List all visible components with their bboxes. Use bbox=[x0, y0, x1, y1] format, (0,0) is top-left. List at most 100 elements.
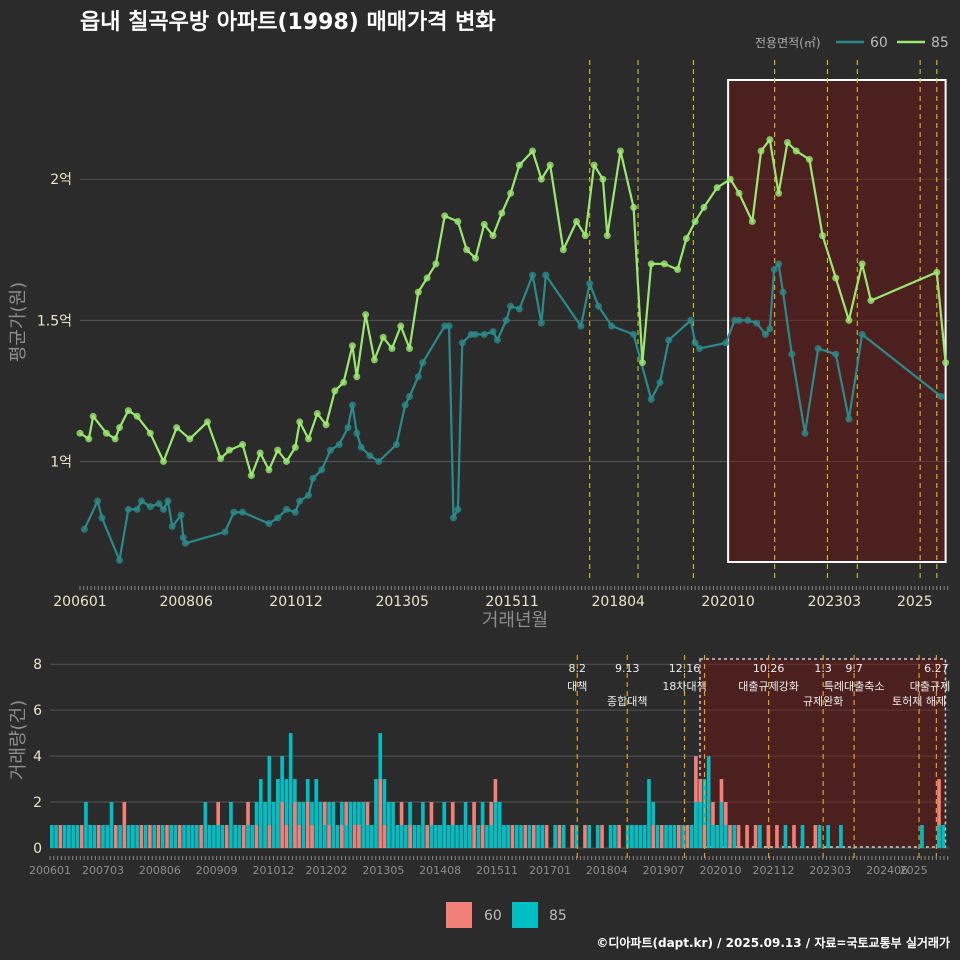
volume-bar bbox=[331, 802, 336, 848]
volume-bar bbox=[446, 825, 451, 848]
data-point-85 bbox=[225, 446, 233, 454]
data-point-60 bbox=[348, 401, 356, 409]
data-point-60 bbox=[181, 539, 189, 547]
volume-bar bbox=[544, 825, 549, 848]
volume-bar bbox=[357, 825, 361, 848]
bottom-x-tick-label: 202303 bbox=[809, 864, 851, 877]
volume-bar bbox=[677, 825, 681, 848]
data-point-85 bbox=[217, 455, 225, 463]
data-point-60 bbox=[735, 316, 743, 324]
data-point-60 bbox=[529, 271, 537, 279]
data-point-85 bbox=[111, 435, 119, 443]
volume-bar bbox=[792, 825, 796, 848]
volume-bar bbox=[293, 802, 297, 848]
volume-bar bbox=[497, 802, 502, 848]
top-x-tick-label: 200601 bbox=[53, 594, 106, 610]
data-point-85 bbox=[454, 218, 462, 226]
event-label: 규제완화 bbox=[803, 695, 843, 708]
volume-bar bbox=[817, 825, 822, 848]
data-point-85 bbox=[313, 409, 321, 417]
data-point-85 bbox=[441, 212, 449, 220]
data-point-85 bbox=[845, 316, 853, 324]
volume-bar bbox=[267, 756, 272, 848]
volume-bar bbox=[583, 825, 587, 848]
bottom-x-tick-label: 201305 bbox=[362, 864, 404, 877]
top-legend-title: 전용면적(㎡) bbox=[755, 36, 821, 50]
event-label: 대출규제 bbox=[910, 680, 950, 693]
volume-bar bbox=[800, 825, 805, 848]
volume-bar bbox=[455, 825, 459, 848]
volume-bar bbox=[719, 802, 724, 848]
volume-bar bbox=[113, 825, 118, 848]
volume-bar bbox=[156, 825, 161, 848]
volume-bar bbox=[839, 825, 843, 848]
volume-bar bbox=[937, 779, 941, 848]
volume-bar bbox=[276, 779, 280, 848]
data-point-85 bbox=[340, 378, 348, 386]
volume-bar bbox=[195, 825, 199, 848]
data-point-85 bbox=[713, 184, 721, 192]
volume-bar bbox=[50, 825, 54, 848]
volume-bar bbox=[659, 825, 664, 848]
data-point-85 bbox=[775, 189, 783, 197]
volume-bar bbox=[587, 825, 592, 848]
volume-bar bbox=[736, 825, 741, 848]
footer-source: ©디아파트(dapt.kr) / 2025.09.13 / 자료=국토교통부 실… bbox=[596, 935, 950, 950]
event-label: 18차대책 bbox=[662, 680, 706, 693]
top-x-tick-label: 201305 bbox=[375, 594, 428, 610]
volume-bar bbox=[148, 825, 152, 848]
top-x-tick-label: 202010 bbox=[701, 594, 754, 610]
volume-bar bbox=[655, 825, 660, 848]
volume-bar bbox=[651, 825, 656, 848]
data-point-85 bbox=[102, 429, 110, 437]
volume-bar bbox=[263, 802, 267, 848]
volume-bar bbox=[706, 756, 711, 848]
event-label: 특례대출축소 bbox=[824, 680, 885, 693]
volume-bar bbox=[630, 825, 634, 848]
data-point-60 bbox=[608, 322, 616, 330]
data-point-85 bbox=[832, 274, 840, 282]
data-point-85 bbox=[546, 161, 554, 169]
data-point-60 bbox=[274, 514, 282, 522]
data-point-60 bbox=[344, 424, 352, 432]
volume-bar bbox=[685, 825, 690, 848]
data-point-85 bbox=[660, 260, 668, 268]
data-point-60 bbox=[406, 393, 414, 401]
data-point-85 bbox=[291, 443, 299, 451]
volume-bar bbox=[937, 825, 941, 848]
data-point-60 bbox=[138, 497, 146, 505]
volume-bar bbox=[122, 802, 127, 848]
volume-bar bbox=[681, 825, 685, 848]
volume-bar bbox=[745, 825, 749, 848]
volume-bar bbox=[408, 825, 412, 848]
data-point-60 bbox=[937, 393, 945, 401]
highlight-region bbox=[727, 79, 947, 563]
volume-bar bbox=[301, 802, 306, 848]
data-point-60 bbox=[146, 503, 154, 511]
data-point-60 bbox=[318, 466, 326, 474]
data-point-85 bbox=[76, 429, 84, 437]
volume-bar bbox=[480, 825, 485, 848]
data-point-85 bbox=[296, 418, 304, 426]
volume-bar bbox=[71, 825, 75, 848]
top-x-axis-label: 거래년월 bbox=[482, 610, 548, 631]
volume-bar bbox=[553, 825, 557, 848]
bottom-y-tick-label: 0 bbox=[33, 841, 42, 857]
volume-bar bbox=[271, 802, 276, 848]
volume-bar bbox=[203, 802, 208, 848]
data-point-60 bbox=[775, 260, 783, 268]
data-point-60 bbox=[309, 474, 317, 482]
volume-bar bbox=[88, 825, 93, 848]
top-x-tick-label: 202303 bbox=[808, 594, 861, 610]
data-point-60 bbox=[445, 322, 453, 330]
data-point-85 bbox=[590, 161, 598, 169]
volume-bar bbox=[186, 825, 191, 848]
bottom-x-tick-label: 201804 bbox=[586, 864, 628, 877]
volume-bar bbox=[75, 825, 80, 848]
volume-bar bbox=[404, 825, 408, 848]
volume-bar bbox=[135, 825, 139, 848]
data-point-60 bbox=[722, 339, 730, 347]
data-point-60 bbox=[665, 336, 673, 344]
volume-bar bbox=[190, 825, 195, 848]
volume-bar bbox=[715, 825, 720, 848]
